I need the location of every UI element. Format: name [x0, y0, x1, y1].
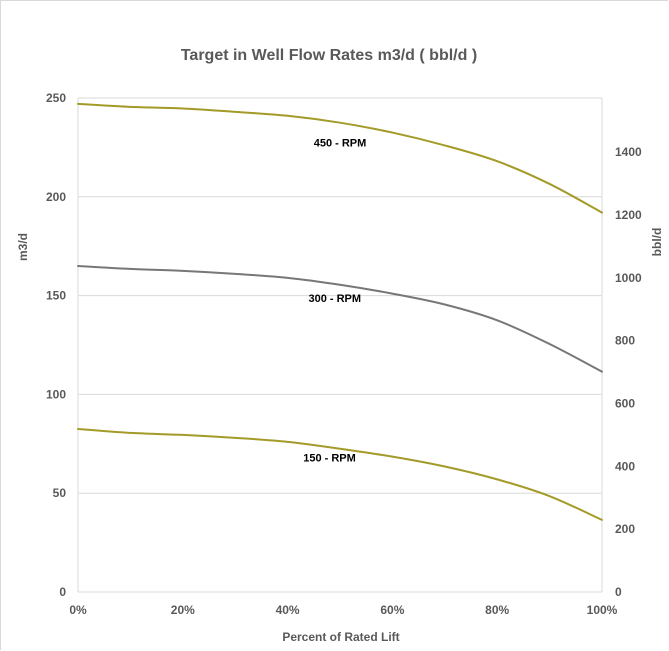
series-line [77, 102, 603, 214]
x-tick-label: 40% [276, 603, 300, 617]
y-tick-label: 200 [46, 190, 66, 204]
x-tick-label: 60% [380, 603, 404, 617]
y2-tick-label: 400 [615, 459, 635, 473]
y2-tick-label: 1000 [615, 271, 642, 285]
series-lines [77, 102, 603, 521]
y2-axis-ticks: 0 200 400 600 800 1000 1200 1400 [615, 145, 642, 599]
x-tick-label: 100% [587, 603, 618, 617]
x-axis-ticks: 0% 20% 40% 60% 80% 100% [69, 603, 617, 617]
series-label: 300 - RPM [308, 293, 361, 305]
y2-axis-label: bbl/d [650, 228, 664, 257]
gridlines [78, 97, 602, 494]
y-tick-label: 50 [53, 486, 67, 500]
series-line [77, 427, 603, 521]
x-tick-label: 20% [171, 603, 195, 617]
y2-tick-label: 800 [615, 334, 635, 348]
series-line [77, 264, 603, 373]
series-labels: 450 - RPM 300 - RPM 150 - RPM [303, 138, 366, 465]
y2-tick-label: 0 [615, 585, 622, 599]
chart-title: Target in Well Flow Rates m3/d ( bbl/d ) [181, 47, 477, 64]
y2-tick-label: 600 [615, 397, 635, 411]
x-tick-label: 0% [69, 603, 87, 617]
series-label: 150 - RPM [303, 452, 356, 464]
y-tick-label: 150 [46, 289, 66, 303]
series-label: 450 - RPM [314, 138, 367, 150]
y2-tick-label: 200 [615, 522, 635, 536]
x-tick-label: 80% [485, 603, 509, 617]
y2-tick-label: 1400 [615, 145, 642, 159]
y-tick-label: 0 [59, 585, 66, 599]
y2-tick-label: 1200 [615, 208, 642, 222]
x-axis-label: Percent of Rated Lift [282, 630, 399, 644]
y-tick-label: 100 [46, 387, 66, 401]
y-axis-label: m3/d [16, 233, 30, 261]
y-axis-ticks: 0 50 100 150 200 250 [46, 91, 66, 599]
y-tick-label: 250 [46, 91, 66, 105]
